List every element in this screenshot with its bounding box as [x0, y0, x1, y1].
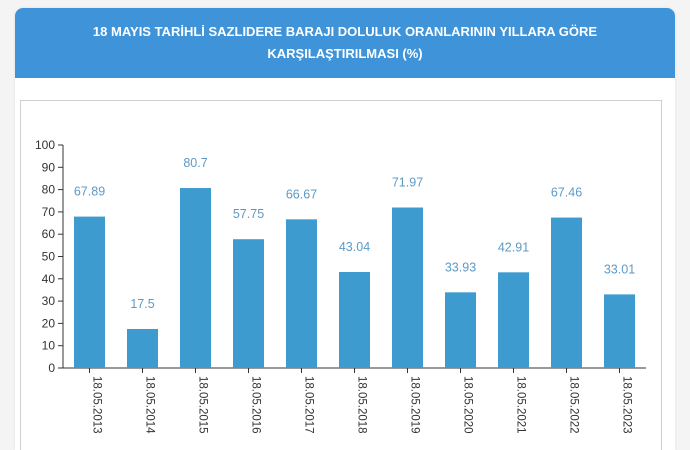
x-tick-label: 18.05.2014 [144, 376, 156, 434]
data-label: 42.91 [498, 240, 529, 254]
y-tick-label: 10 [42, 339, 56, 353]
y-tick-label: 50 [42, 250, 56, 264]
y-tick-label: 60 [42, 227, 56, 241]
x-tick-label: 18.05.2016 [250, 376, 262, 434]
x-tick-label: 18.05.2021 [515, 376, 527, 434]
bar [286, 219, 317, 368]
bar [445, 292, 476, 368]
x-tick-label: 18.05.2020 [462, 376, 474, 434]
bar [127, 328, 158, 368]
y-tick-label: 90 [42, 160, 56, 174]
bar [74, 216, 105, 368]
chart-area: 0 10 20 30 40 50 60 70 80 90 100 67.89 18.05.2013 17.… [20, 100, 662, 450]
bar [339, 272, 370, 368]
data-label: 67.89 [74, 185, 105, 199]
bar [392, 207, 423, 368]
bar [180, 188, 211, 368]
data-label: 71.97 [392, 176, 423, 190]
bar [551, 217, 582, 368]
bar-chart: 0 10 20 30 40 50 60 70 80 90 100 67.89 18.05.2013 17.… [35, 138, 646, 434]
data-label: 66.67 [286, 187, 317, 201]
y-tick-label: 40 [42, 272, 56, 286]
y-tick-label: 80 [42, 183, 56, 197]
data-label: 57.75 [233, 207, 264, 221]
x-tick-label: 18.05.2017 [303, 376, 315, 434]
x-tick-label: 18.05.2013 [91, 376, 103, 434]
y-tick-label: 100 [35, 138, 55, 152]
y-tick-label: 20 [42, 316, 56, 330]
data-label: 67.46 [551, 186, 582, 200]
bar [498, 272, 529, 368]
x-tick-label: 18.05.2018 [356, 376, 368, 434]
x-tick-label: 18.05.2015 [197, 376, 209, 434]
data-label: 33.93 [445, 260, 476, 274]
x-tick-label: 18.05.2022 [568, 376, 580, 434]
data-label: 80.7 [183, 156, 207, 170]
y-tick-label: 70 [42, 205, 56, 219]
chart-header: 18 MAYIS TARİHLİ SAZLIDERE BARAJI DOLULU… [15, 8, 675, 78]
x-tick-label: 18.05.2019 [409, 376, 421, 434]
chart-title: 18 MAYIS TARİHLİ SAZLIDERE BARAJI DOLULU… [92, 24, 598, 61]
data-label: 43.04 [339, 240, 370, 254]
y-tick-label: 30 [42, 294, 56, 308]
bar [604, 294, 635, 368]
data-label: 33.01 [604, 262, 635, 276]
bar [233, 239, 264, 368]
y-tick-label: 0 [48, 361, 55, 375]
x-tick-label: 18.05.2023 [621, 376, 633, 434]
data-label: 17.5 [130, 297, 154, 311]
chart-card: 18 MAYIS TARİHLİ SAZLIDERE BARAJI DOLULU… [15, 8, 675, 450]
